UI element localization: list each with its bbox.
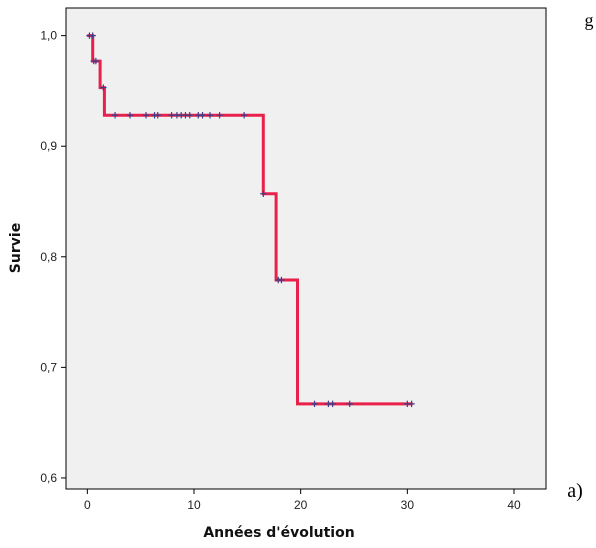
censor-mark [154,112,161,119]
censor-mark [346,400,353,408]
censor-mark [216,112,223,119]
censor-mark [408,400,415,408]
axis-ticks: 0 10 20 30 40 0,6 0,7 0,8 0,9 1,0 [40,29,521,512]
y-tick-label: 1,0 [40,29,57,43]
x-tick-label: 30 [401,498,415,512]
censor-mark [329,400,336,408]
y-tick-label: 0,8 [40,250,57,264]
censor-mark [186,112,193,119]
y-tick-label: 0,7 [40,360,57,374]
censor-mark [100,84,107,91]
corner-fragment: g [585,10,594,30]
censor-mark [199,112,206,119]
censor-mark [111,112,119,119]
x-tick-label: 40 [507,498,521,512]
censor-mark [92,57,100,65]
x-axis-title: Années d'évolution [203,525,354,541]
censor-mark [278,276,285,284]
censor-mark [126,112,134,119]
y-tick-label: 0,6 [40,471,57,485]
censor-mark [89,32,96,39]
censor-marks [86,32,415,408]
x-tick-label: 0 [84,498,91,512]
censor-mark [311,400,318,408]
censor-mark [240,112,248,119]
censor-mark [142,112,150,119]
panel-label: a) [567,480,583,502]
y-axis-title: Survie [8,223,24,273]
censor-mark [206,112,214,119]
x-tick-label: 20 [294,498,308,512]
plot-area [65,7,547,490]
y-tick-label: 0,9 [40,139,57,153]
censor-mark [260,190,267,197]
x-tick-label: 10 [187,498,201,512]
